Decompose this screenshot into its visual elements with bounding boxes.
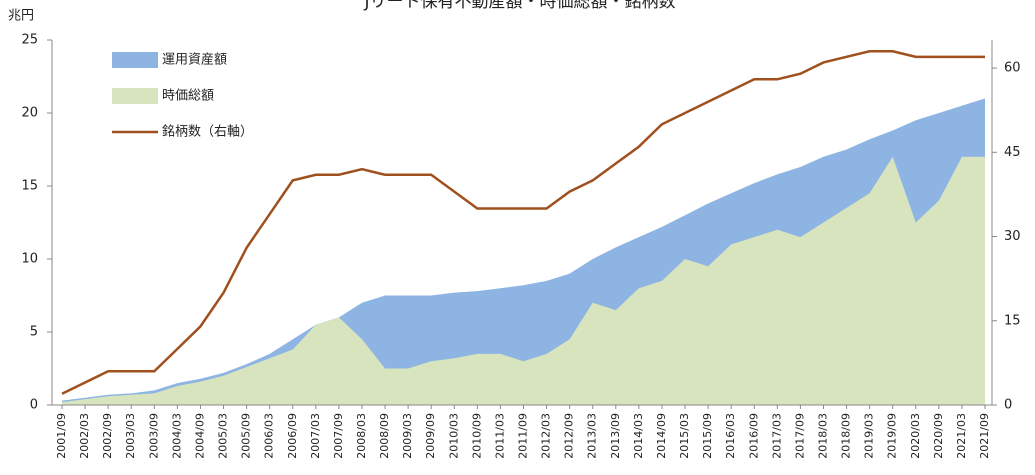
y2-tick-label: 30 (1004, 229, 1021, 244)
y-axis-label: 兆円 (8, 9, 34, 24)
x-tick-label: 2002/03 (78, 413, 91, 459)
y-tick-label: 20 (21, 106, 38, 121)
x-tick-label: 2001/09 (55, 413, 68, 459)
x-tick-label: 2019/03 (863, 413, 876, 459)
x-tick-label: 2015/03 (678, 413, 691, 459)
y-tick-label: 15 (21, 179, 38, 194)
area (62, 156, 985, 405)
x-tick-label: 2008/09 (378, 413, 391, 459)
x-tick-label: 2015/09 (701, 413, 714, 459)
legend-label: 運用資産額 (162, 52, 227, 68)
x-tick-label: 2018/03 (816, 413, 829, 459)
x-tick-label: 2018/09 (840, 413, 853, 459)
x-tick-label: 2006/09 (286, 413, 299, 459)
x-tick-label: 2021/03 (955, 413, 968, 459)
x-tick-label: 2012/09 (563, 413, 576, 459)
x-tick-label: 2007/09 (332, 413, 345, 459)
x-tick-label: 2004/03 (170, 413, 183, 459)
x-tick-label: 2016/09 (747, 413, 760, 459)
x-tick-label: 2008/03 (355, 413, 368, 459)
x-tick-label: 2020/09 (932, 413, 945, 459)
x-tick-label: 2006/03 (263, 413, 276, 459)
x-tick-label: 2009/03 (401, 413, 414, 459)
y2-tick-label: 60 (1004, 61, 1021, 76)
x-tick-label: 2013/09 (609, 413, 622, 459)
legend-label: 時価総額 (162, 89, 214, 104)
x-tick-label: 2010/03 (447, 413, 460, 459)
x-tick-label: 2005/03 (217, 413, 230, 459)
x-tick-label: 2014/09 (655, 413, 668, 459)
x-tick-label: 2016/03 (724, 413, 737, 459)
x-tick-label: 2010/09 (470, 413, 483, 459)
x-tick-label: 2011/09 (517, 413, 530, 459)
x-tick-label: 2020/03 (909, 413, 922, 459)
legend-label: 銘柄数（右軸） (162, 125, 253, 140)
x-tick-label: 2014/03 (632, 413, 645, 459)
line (61, 49, 985, 395)
x-tick-label: 2003/03 (124, 413, 137, 459)
x-tick-label: 2005/09 (240, 413, 253, 459)
x-tick-label: 2017/09 (793, 413, 806, 459)
legend-swatch (112, 52, 158, 68)
x-tick-label: 2019/09 (886, 413, 899, 459)
x-tick-label: 2003/09 (147, 413, 160, 459)
x-tick-label: 2021/09 (978, 413, 991, 459)
y2-tick-label: 45 (1004, 145, 1021, 160)
x-tick-label: 2011/03 (493, 413, 506, 459)
x-tick-label: 2004/09 (193, 413, 206, 459)
y2-tick-label: 15 (1004, 313, 1021, 328)
y2-tick-label: 0 (1004, 398, 1012, 413)
y-tick-label: 5 (30, 325, 38, 340)
x-tick-label: 2007/03 (309, 413, 322, 459)
y-tick-label: 0 (30, 398, 38, 413)
x-tick-label: 2009/09 (424, 413, 437, 459)
x-tick-label: 2013/03 (586, 413, 599, 459)
y-tick-label: 25 (21, 33, 38, 48)
x-tick-label: 2017/03 (770, 413, 783, 459)
legend-swatch (112, 88, 158, 104)
x-tick-label: 2002/09 (101, 413, 114, 459)
x-tick-label: 2012/03 (540, 413, 553, 459)
chart-title: Jリート保有不動産額・時価総額・銘柄数 (363, 0, 675, 12)
y-tick-label: 10 (21, 252, 38, 267)
